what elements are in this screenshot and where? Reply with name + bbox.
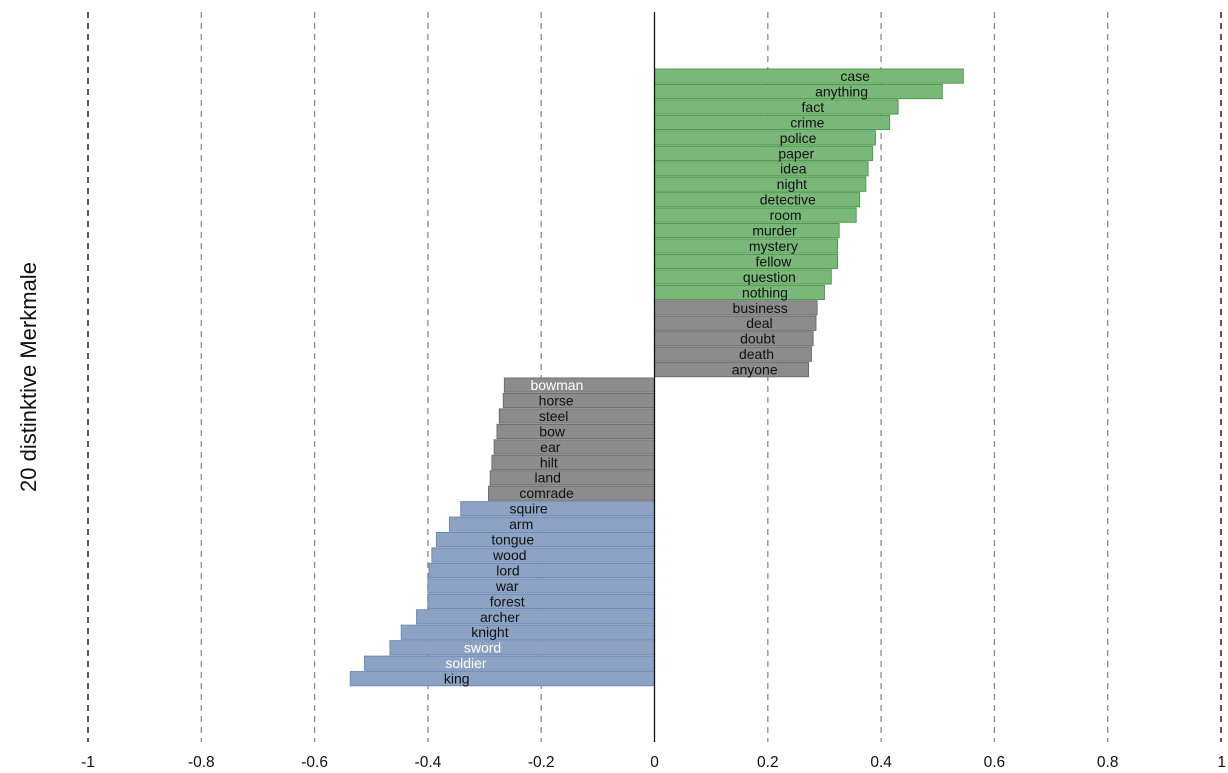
bar-soldier xyxy=(363,655,655,671)
bar-label-forest: forest xyxy=(490,593,525,609)
x-tick-label: -0.4 xyxy=(415,754,442,771)
x-tick-label: -1 xyxy=(81,754,95,771)
bar-label-mystery: mystery xyxy=(749,238,798,254)
bar-murder xyxy=(654,223,840,239)
bar-label-knight: knight xyxy=(471,624,508,640)
bar-label-detective: detective xyxy=(760,192,816,208)
bar-label-deal: deal xyxy=(746,315,772,331)
bar-forest xyxy=(427,593,655,609)
bar-doubt xyxy=(654,331,814,347)
bar-label-arm: arm xyxy=(509,516,533,532)
bar-label-room: room xyxy=(770,207,802,223)
bar-label-squire: squire xyxy=(509,501,547,517)
bar-label-night: night xyxy=(777,176,807,192)
x-tick-labels: -1 -0.8 -0.6 -0.4 -0.2 0 0.2 0.4 0.6 0.8 1 xyxy=(81,754,1226,771)
bar-label-soldier: soldier xyxy=(445,655,487,671)
x-tick-label: 1 xyxy=(1217,754,1226,771)
bar-mystery xyxy=(654,238,838,254)
bar-bow xyxy=(496,423,655,440)
bar-label-land: land xyxy=(534,470,560,486)
bar-label-anyone: anyone xyxy=(732,362,778,378)
bar-knight xyxy=(400,624,655,640)
bar-label-lord: lord xyxy=(496,562,519,578)
bar-labels-group: caseanythingfactcrimepolicepaperideanigh… xyxy=(444,68,870,687)
bar-steel xyxy=(498,408,655,424)
bar-sword xyxy=(389,640,655,656)
bar-hilt xyxy=(491,454,655,470)
x-tick-label: 0.4 xyxy=(870,754,892,771)
bar-fellow xyxy=(654,253,838,270)
x-tick-label: -0.6 xyxy=(301,754,328,771)
bar-archer xyxy=(416,609,655,625)
bar-label-question: question xyxy=(743,269,796,285)
bar-crime xyxy=(654,114,891,131)
bar-label-comrade: comrade xyxy=(519,485,574,501)
bar-case xyxy=(654,68,964,84)
bar-label-sword: sword xyxy=(464,640,501,656)
bar-label-death: death xyxy=(739,346,774,362)
bar-arm xyxy=(448,516,655,532)
bar-idea xyxy=(654,161,869,177)
bar-label-crime: crime xyxy=(790,114,824,130)
bar-label-horse: horse xyxy=(539,392,574,408)
bar-fact xyxy=(654,99,899,115)
bar-anything xyxy=(654,83,943,100)
x-tick-label: 0.6 xyxy=(984,754,1006,771)
x-tick-label: 0 xyxy=(650,754,659,771)
bar-tongue xyxy=(435,532,655,548)
bars-group xyxy=(349,68,964,687)
bar-detective xyxy=(654,192,861,208)
bar-label-fellow: fellow xyxy=(756,253,793,269)
bar-death xyxy=(654,346,812,362)
bar-lord xyxy=(428,562,655,579)
bar-room xyxy=(654,207,857,223)
x-tick-label: -0.8 xyxy=(188,754,215,771)
x-tick-label: -0.2 xyxy=(528,754,555,771)
bar-night xyxy=(654,176,867,192)
bar-police xyxy=(654,130,876,146)
bar-label-hilt: hilt xyxy=(540,454,558,470)
bar-label-archer: archer xyxy=(480,609,520,625)
bar-label-idea: idea xyxy=(780,161,807,177)
bar-label-fact: fact xyxy=(802,99,825,115)
x-tick-label: 0.2 xyxy=(757,754,779,771)
bar-ear xyxy=(493,439,656,455)
bar-label-bowman: bowman xyxy=(530,377,583,393)
bar-label-wood: wood xyxy=(492,547,526,563)
bar-land xyxy=(489,470,655,486)
bar-king xyxy=(349,671,655,687)
bar-nothing xyxy=(654,284,825,300)
bar-label-bow: bow xyxy=(539,423,566,439)
y-axis-label: 20 distinktive Merkmale xyxy=(16,262,41,492)
bar-label-steel: steel xyxy=(539,408,569,424)
bar-wood xyxy=(431,547,656,563)
bar-horse xyxy=(502,392,655,409)
bar-label-ear: ear xyxy=(540,439,561,455)
bar-label-war: war xyxy=(495,578,519,594)
x-tick-label: 0.8 xyxy=(1097,754,1119,771)
bar-label-tongue: tongue xyxy=(491,532,534,548)
bar-squire xyxy=(460,501,655,517)
bar-label-paper: paper xyxy=(778,145,814,161)
bar-label-anything: anything xyxy=(815,83,868,99)
bar-war xyxy=(427,578,655,594)
bar-paper xyxy=(654,145,874,161)
bar-deal xyxy=(654,315,817,331)
bar-label-police: police xyxy=(780,130,817,146)
bar-label-doubt: doubt xyxy=(740,331,775,347)
bar-label-king: king xyxy=(444,671,470,687)
bar-label-business: business xyxy=(733,300,788,316)
bar-label-murder: murder xyxy=(752,223,797,239)
bar-label-case: case xyxy=(840,68,870,84)
bar-label-nothing: nothing xyxy=(742,284,788,300)
